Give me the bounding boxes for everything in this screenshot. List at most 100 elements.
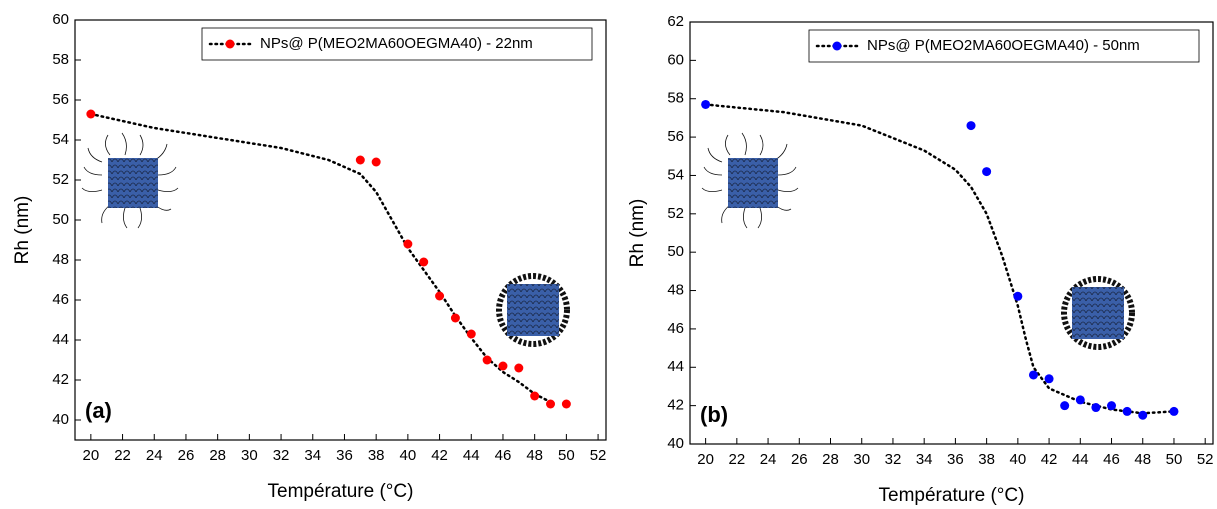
- y-tick-label: 40: [667, 435, 684, 452]
- y-tick-label: 44: [52, 331, 69, 348]
- x-tick-label: 26: [791, 451, 808, 468]
- x-tick-label: 44: [1072, 451, 1089, 468]
- x-tick-label: 38: [368, 447, 385, 464]
- data-point: [966, 121, 976, 131]
- nanoparticle-a1: [81, 132, 179, 229]
- data-point: [450, 313, 460, 323]
- legend-box: [201, 27, 593, 61]
- panel: 40 42 44 46 48 50 52 54 56 58 60 62 20 22 24 26 28 30 32 34…: [627, 13, 1214, 506]
- x-tick-label: 24: [146, 447, 163, 464]
- x-tick-label: 42: [1041, 451, 1058, 468]
- x-tick-label: 44: [463, 447, 480, 464]
- fit-line: [704, 103, 1176, 415]
- data-point: [1044, 374, 1054, 384]
- data-point: [514, 363, 524, 373]
- nanoparticle-b1: [701, 132, 799, 229]
- x-tick-label: 22: [114, 447, 131, 464]
- data-point: [1107, 401, 1117, 411]
- x-tick-label: 52: [590, 447, 607, 464]
- data-point: [701, 99, 711, 109]
- y-tick-label: 46: [667, 320, 684, 337]
- x-tick-label: 52: [1197, 451, 1214, 468]
- y-axis-title: Rh (nm): [12, 196, 33, 265]
- data-point: [498, 361, 508, 371]
- x-tick-label: 20: [83, 447, 100, 464]
- x-tick-label: 34: [916, 451, 933, 468]
- x-tick-label: 36: [947, 451, 964, 468]
- x-tick-label: 46: [495, 447, 512, 464]
- x-tick-label: 30: [853, 451, 870, 468]
- x-tick-label: 48: [526, 447, 543, 464]
- y-tick-label: 50: [667, 243, 684, 260]
- y-tick-label: 56: [52, 91, 69, 108]
- data-point: [1169, 406, 1179, 416]
- x-tick-label: 32: [273, 447, 290, 464]
- y-tick-label: 52: [52, 171, 69, 188]
- y-tick-label: 42: [667, 397, 684, 414]
- x-tick-label: 32: [885, 451, 902, 468]
- nanoparticle-b2: [1061, 276, 1135, 350]
- x-tick-label: 28: [822, 451, 839, 468]
- y-tick-label: 54: [52, 131, 69, 148]
- x-tick-label: 36: [336, 447, 353, 464]
- y-tick-label: 46: [52, 291, 69, 308]
- y-tick-label: 54: [667, 166, 684, 183]
- plot-frame: [74, 19, 607, 441]
- data-point: [1138, 410, 1148, 420]
- x-tick-label: 24: [760, 451, 777, 468]
- data-point: [1013, 291, 1023, 301]
- y-tick-label: 42: [52, 371, 69, 388]
- plot-frame: [689, 21, 1214, 445]
- fit-line: [89, 112, 552, 404]
- data-point: [435, 291, 445, 301]
- data-point: [1028, 370, 1038, 380]
- data-point: [546, 399, 556, 409]
- data-point: [1060, 401, 1070, 411]
- y-tick-label: 58: [52, 51, 69, 68]
- x-tick-label: 34: [304, 447, 321, 464]
- y-tick-label: 52: [667, 205, 684, 222]
- y-tick-label: 62: [667, 13, 684, 30]
- y-tick-label: 56: [667, 128, 684, 145]
- y-axis-title: Rh (nm): [627, 199, 648, 268]
- data-point: [482, 355, 492, 365]
- y-tick-label: 48: [52, 251, 69, 268]
- x-axis-title: Température (°C): [268, 481, 414, 502]
- x-tick-label: 42: [431, 447, 448, 464]
- legend-marker: [832, 41, 842, 51]
- x-tick-label: 22: [728, 451, 745, 468]
- legend-text: NPs@ P(MEO2MA60OEGMA40) - 50nm: [867, 37, 1140, 54]
- panel-label: (a): [85, 398, 112, 423]
- data-point: [419, 257, 429, 267]
- nanoparticle-a2: [496, 273, 570, 347]
- data-point: [86, 109, 96, 119]
- data-point: [371, 157, 381, 167]
- data-point: [1075, 395, 1085, 405]
- x-tick-label: 50: [1166, 451, 1183, 468]
- legend-text: NPs@ P(MEO2MA60OEGMA40) - 22nm: [260, 35, 533, 52]
- x-tick-label: 26: [178, 447, 195, 464]
- data-point: [530, 391, 540, 401]
- x-tick-label: 20: [697, 451, 714, 468]
- panel: 40 42 44 46 48 50 52 54 56 58 60 20 22 24 26 28 30 32 34 36…: [12, 11, 607, 502]
- data-point: [466, 329, 476, 339]
- data-point: [403, 239, 413, 249]
- x-tick-label: 28: [209, 447, 226, 464]
- y-tick-label: 60: [52, 11, 69, 28]
- y-tick-label: 40: [52, 411, 69, 428]
- x-axis-title: Température (°C): [879, 485, 1025, 506]
- y-tick-label: 60: [667, 51, 684, 68]
- data-point: [561, 399, 571, 409]
- x-tick-label: 40: [1010, 451, 1027, 468]
- data-point: [355, 155, 365, 165]
- x-tick-label: 50: [558, 447, 575, 464]
- x-tick-label: 38: [978, 451, 995, 468]
- x-tick-label: 40: [400, 447, 417, 464]
- x-tick-label: 30: [241, 447, 258, 464]
- x-tick-label: 48: [1134, 451, 1151, 468]
- data-point: [1091, 403, 1101, 413]
- y-tick-label: 58: [667, 90, 684, 107]
- legend-box: [808, 29, 1200, 63]
- y-tick-label: 48: [667, 282, 684, 299]
